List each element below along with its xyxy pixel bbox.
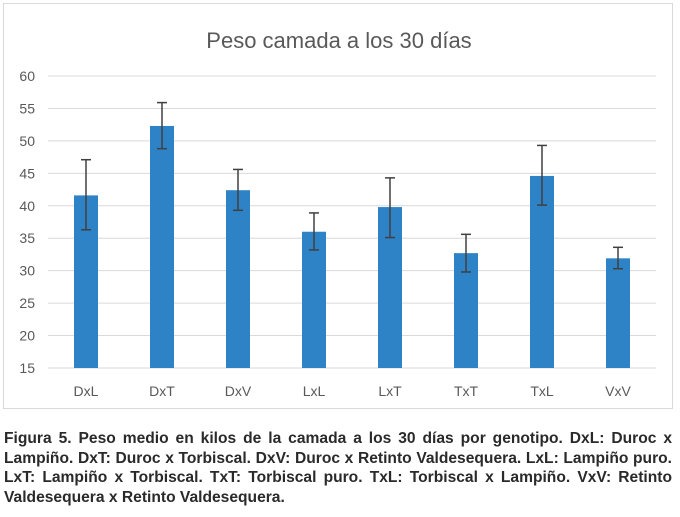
- error-bar-txl: [537, 144, 547, 206]
- y-tick-label: 15: [19, 360, 35, 376]
- y-tick-label: 45: [19, 165, 35, 181]
- error-bar-lxl: [309, 212, 319, 251]
- x-tick-label: TxT: [454, 383, 479, 399]
- bars: [74, 125, 630, 368]
- bar-dxv: [226, 190, 250, 368]
- y-tick-label: 60: [19, 68, 35, 84]
- x-tick-label: LxT: [378, 383, 402, 399]
- y-tick-label: 25: [19, 295, 35, 311]
- error-bar-dxl: [81, 158, 91, 231]
- x-tick-label: DxV: [225, 383, 252, 399]
- gridlines: [48, 75, 656, 369]
- y-tick-label: 55: [19, 100, 35, 116]
- y-tick-label: 40: [19, 198, 35, 214]
- chart-container: Peso camada a los 30 días 15 20 25 30 35 40 45…: [3, 3, 673, 409]
- bar-txl: [530, 175, 554, 368]
- x-tick-label: TxL: [530, 383, 554, 399]
- error-bar-dxv: [233, 168, 243, 212]
- error-bar-txt: [461, 233, 471, 273]
- x-tick-label: VxV: [605, 383, 631, 399]
- bar-vxv: [606, 258, 630, 368]
- y-tick-label: 20: [19, 328, 35, 344]
- y-tick-label: 50: [19, 133, 35, 149]
- x-tick-label: LxL: [303, 383, 326, 399]
- bar-lxl: [302, 231, 326, 368]
- chart-title: Peso camada a los 30 días: [206, 28, 471, 53]
- error-bar-dxt: [157, 101, 167, 150]
- x-axis-ticks: DxL DxT DxV LxL LxT TxT TxL VxV: [74, 383, 632, 399]
- bar-chart: Peso camada a los 30 días 15 20 25 30 35 40 45…: [19, 28, 656, 399]
- x-tick-label: DxL: [74, 383, 99, 399]
- y-tick-label: 35: [19, 230, 35, 246]
- error-bar-vxv: [613, 246, 623, 270]
- y-axis-ticks: 15 20 25 30 35 40 45 50 55 60: [19, 68, 35, 376]
- error-bars: [81, 101, 623, 273]
- x-tick-label: DxT: [149, 383, 175, 399]
- figure-caption: Figura 5. Peso medio en kilos de la cama…: [4, 430, 672, 506]
- bar-dxt: [150, 125, 174, 368]
- y-tick-label: 30: [19, 263, 35, 279]
- error-bar-lxt: [385, 177, 395, 239]
